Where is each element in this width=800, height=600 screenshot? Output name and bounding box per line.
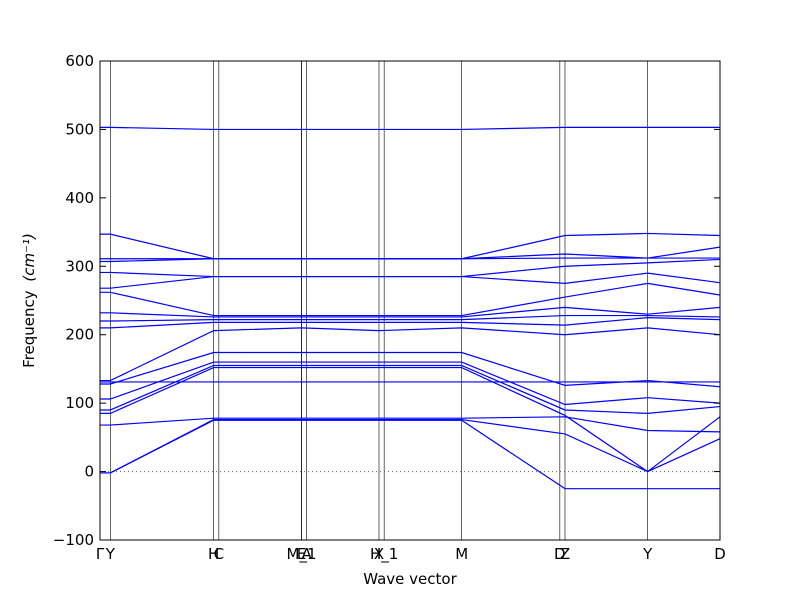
y-tick-label: 300 [65, 257, 94, 275]
x-tick-label: A [302, 545, 313, 563]
y-axis-label: Frequency (cm⁻¹) [20, 233, 38, 368]
x-tick-label: M [455, 545, 468, 563]
band-line [100, 258, 721, 278]
x-tick-label: Γ [96, 545, 105, 563]
band-line [100, 317, 721, 329]
y-tick-label: 200 [65, 326, 94, 344]
band-line [100, 364, 721, 415]
band-line [100, 306, 721, 318]
kpoint-lines [99, 61, 721, 540]
band-line [100, 314, 721, 322]
y-tick-label: −100 [53, 531, 94, 549]
band-line [100, 366, 721, 473]
band-line [100, 232, 721, 260]
x-axis-label: Wave vector [363, 570, 457, 588]
band-line [100, 327, 721, 382]
band-line [100, 418, 721, 474]
x-tick-label: C [214, 545, 224, 563]
band-line [100, 282, 721, 317]
x-tick-label: M_1 [287, 545, 317, 564]
y-tick-label: 0 [84, 463, 94, 481]
x-tick-label: Z [560, 545, 570, 563]
y-tick-label: 400 [65, 189, 94, 207]
band-line [100, 126, 720, 131]
x-tick-label: X [374, 545, 384, 563]
band-line [100, 246, 721, 260]
x-tick-label: D [554, 545, 566, 563]
x-tick-label: D [714, 545, 726, 563]
y-tick-label: 100 [65, 394, 94, 412]
x-tick-label: Y [642, 545, 653, 563]
band-line [100, 416, 721, 433]
x-tick-label: Y [105, 545, 116, 563]
x-axis-ticks: Γ Y HC EM_1A XH_1 M DZ Y D [96, 545, 726, 564]
plot-frame [99, 60, 721, 541]
band-line [100, 361, 721, 406]
x-tick-label: H [208, 545, 219, 563]
y-axis-ticks: −100 0 100 200 300 400 500 600 [53, 52, 720, 549]
y-axis-label-text: Frequency [20, 290, 38, 368]
y-tick-label: 500 [65, 120, 94, 138]
series-lines [100, 126, 721, 490]
y-tick-label: 600 [65, 52, 94, 70]
x-tick-label: E [297, 545, 306, 563]
y-axis-label-unit: (cm⁻¹) [20, 233, 38, 282]
x-tick-label: H_1 [370, 545, 398, 564]
